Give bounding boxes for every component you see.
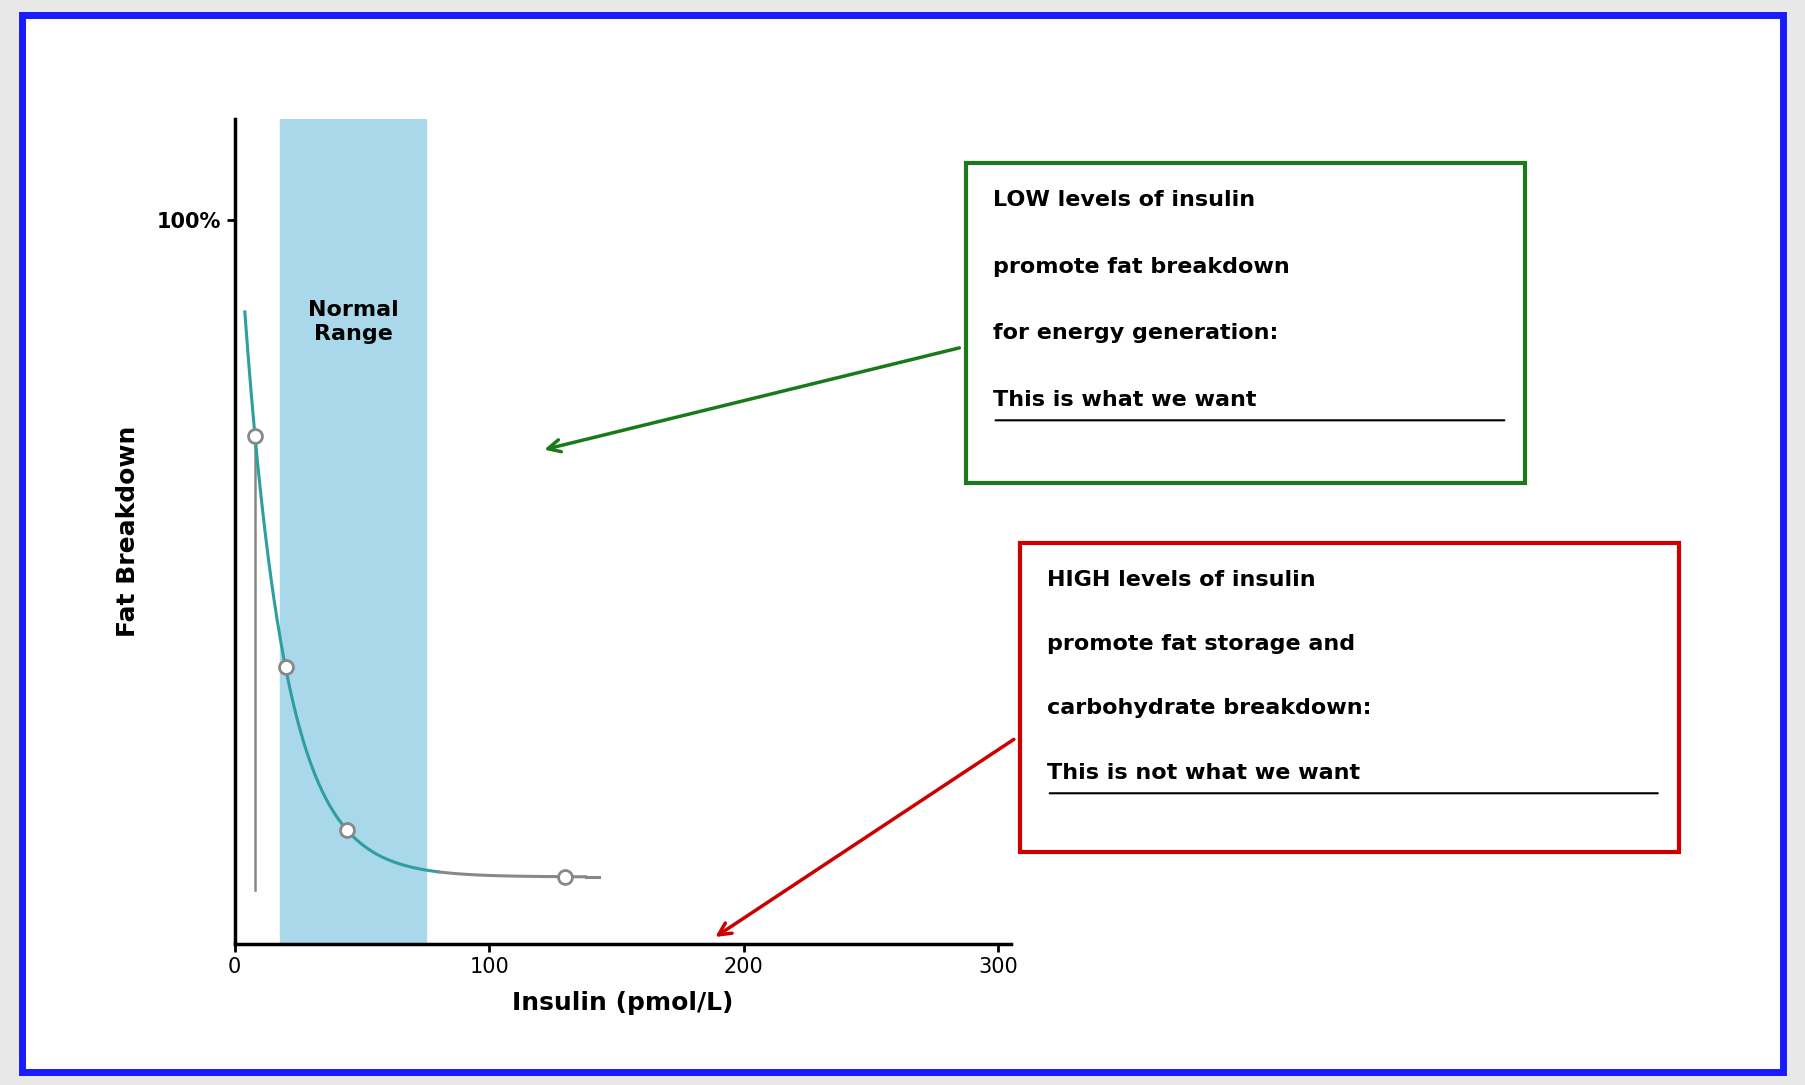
- Text: promote fat storage and: promote fat storage and: [1047, 634, 1356, 654]
- FancyBboxPatch shape: [22, 15, 1783, 1072]
- Text: This is not what we want: This is not what we want: [1047, 763, 1359, 783]
- Bar: [280, 119, 426, 944]
- X-axis label: Insulin (pmol/L): Insulin (pmol/L): [513, 991, 733, 1016]
- Text: for energy generation:: for energy generation:: [993, 323, 1278, 343]
- Y-axis label: Fat Breakdown: Fat Breakdown: [116, 426, 141, 637]
- FancyBboxPatch shape: [966, 163, 1525, 483]
- Text: HIGH levels of insulin: HIGH levels of insulin: [1047, 570, 1316, 589]
- Text: promote fat breakdown: promote fat breakdown: [993, 256, 1289, 277]
- FancyBboxPatch shape: [1020, 542, 1679, 852]
- Text: carbohydrate breakdown:: carbohydrate breakdown:: [1047, 699, 1372, 718]
- Text: LOW levels of insulin: LOW levels of insulin: [993, 190, 1254, 209]
- Text: This is what we want: This is what we want: [993, 390, 1256, 410]
- Text: Normal
Range: Normal Range: [307, 301, 399, 344]
